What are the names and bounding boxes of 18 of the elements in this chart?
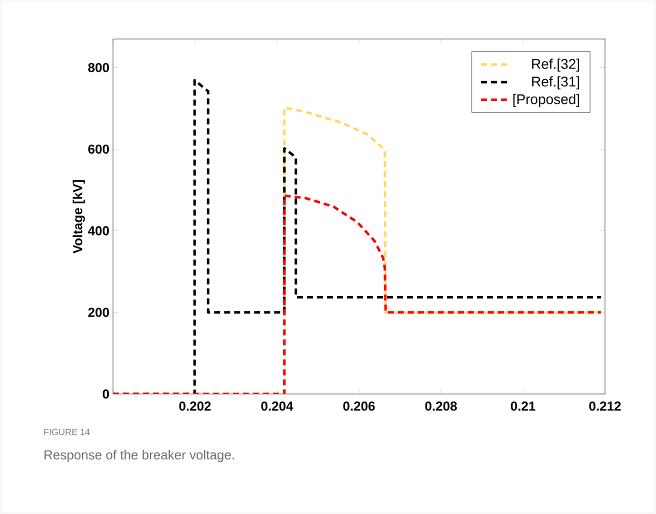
y-tick-label: 400 xyxy=(88,226,109,236)
legend-label: Ref.[31] xyxy=(532,76,580,90)
y-tick-label: 0 xyxy=(102,389,109,399)
x-tick-label: 0.21 xyxy=(510,402,536,411)
x-tick-label: 0.212 xyxy=(589,402,621,411)
x-tick-label: 0.204 xyxy=(261,402,294,411)
y-tick-label: 200 xyxy=(88,308,109,317)
legend-label: [Proposed] xyxy=(513,94,580,107)
y-tick-label: 800 xyxy=(88,62,109,72)
y-tick-label: 600 xyxy=(88,144,109,154)
x-tick-label: 0.202 xyxy=(179,402,211,411)
y-axis-title: Voltage [kV] xyxy=(72,180,85,254)
text: Response of the breaker voltage. xyxy=(44,450,234,462)
legend-label: Ref.[32] xyxy=(532,58,580,72)
line-series xyxy=(113,194,602,394)
x-tick-label: 0.208 xyxy=(425,402,457,411)
caption: FIGURE 14 xyxy=(44,428,90,436)
x-tick-label: 0.206 xyxy=(343,402,375,411)
